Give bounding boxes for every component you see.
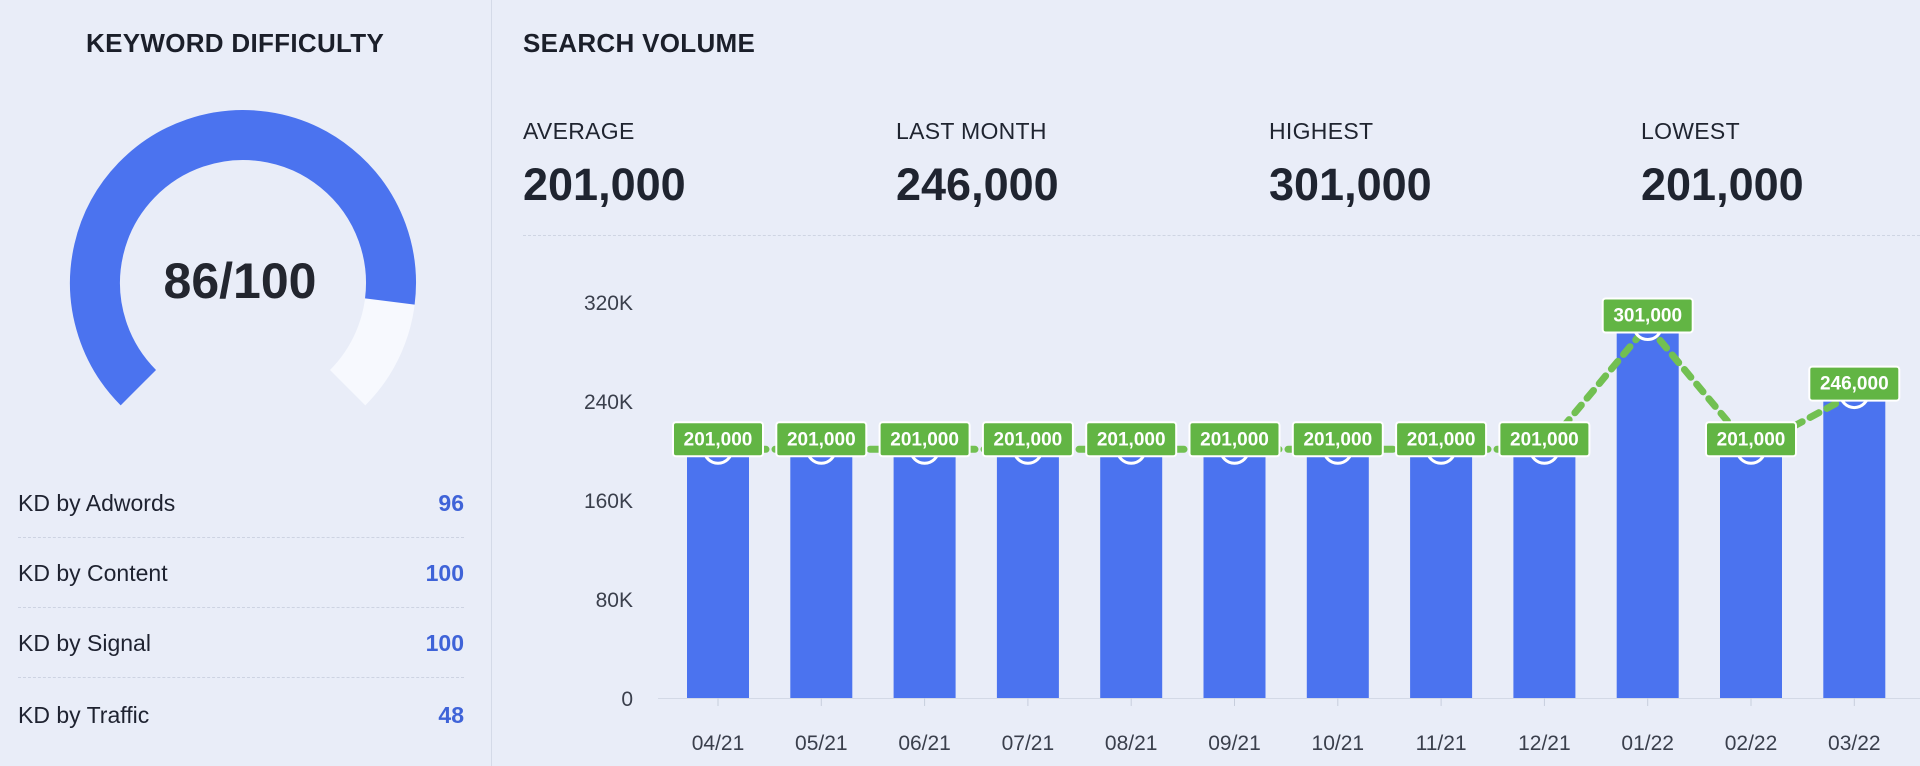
stat-value: 201,000	[523, 159, 686, 210]
bar	[1513, 449, 1576, 698]
value-label: 201,000	[1407, 429, 1476, 450]
value-label: 246,000	[1820, 374, 1889, 395]
y-tick-label: 0	[621, 688, 633, 711]
value-labels: 201,000 201,000 201,000 201,000 201,000 201,0…	[672, 297, 1901, 458]
kd-row-adwords: KD by Adwords 96	[18, 468, 464, 538]
y-tick-label: 320K	[584, 292, 633, 315]
value-label: 301,000	[1613, 306, 1682, 327]
value-label: 201,000	[1303, 429, 1372, 450]
x-tick-label: 03/22	[1828, 732, 1881, 755]
x-tick-label: 08/21	[1105, 732, 1158, 755]
bar	[1823, 393, 1886, 698]
stat-label: LOWEST	[1641, 118, 1740, 144]
value-label-box	[1498, 421, 1591, 458]
value-label-box	[1705, 421, 1797, 458]
value-label-box	[878, 421, 971, 458]
kd-row-label: KD by Traffic	[18, 702, 150, 728]
stat-highest: HIGHEST 301,000	[1269, 118, 1432, 211]
value-label-box	[1395, 421, 1488, 458]
search-volume-panel: SEARCH VOLUME AVERAGE 201,000 LAST MONTH…	[493, 0, 1920, 766]
kd-row-value: 100	[425, 560, 464, 586]
stat-label: LAST MONTH	[896, 118, 1047, 144]
stat-value: 246,000	[896, 159, 1059, 210]
kd-row-label: KD by Content	[18, 560, 168, 586]
kd-row-signal: KD by Signal 100	[18, 608, 464, 678]
x-tick-label: 12/21	[1518, 732, 1571, 755]
value-label: 201,000	[684, 429, 753, 450]
kd-row-value: 100	[425, 630, 464, 656]
x-tick-label: 07/21	[1002, 732, 1055, 755]
bar	[687, 449, 749, 698]
bar	[1100, 449, 1163, 698]
kd-row-value: 48	[438, 702, 464, 728]
value-label-box	[981, 421, 1074, 458]
x-tick-label: 09/21	[1208, 732, 1261, 755]
x-tick-label: 04/21	[692, 732, 745, 755]
stat-value: 201,000	[1641, 159, 1804, 210]
bar	[790, 449, 853, 698]
x-tick-label: 02/22	[1725, 732, 1778, 755]
bar	[1203, 449, 1266, 698]
value-label-box	[775, 421, 868, 458]
value-label-box	[1808, 365, 1901, 402]
kd-row-traffic: KD by Traffic 48	[18, 680, 464, 750]
y-tick-label: 80K	[596, 589, 633, 612]
x-tick-label: 05/21	[795, 732, 848, 755]
stat-label: HIGHEST	[1269, 118, 1374, 144]
value-label: 201,000	[1510, 429, 1579, 450]
value-label-box	[672, 421, 764, 458]
value-label: 201,000	[994, 429, 1063, 450]
kd-row-label: KD by Adwords	[18, 490, 176, 516]
bar	[893, 449, 956, 698]
value-label: 201,000	[1097, 429, 1166, 450]
x-tick-label: 06/21	[898, 732, 951, 755]
x-tick-label: 01/22	[1621, 732, 1674, 755]
kd-row-label: KD by Signal	[18, 630, 151, 656]
value-label-box	[1601, 297, 1694, 334]
value-label: 201,000	[787, 429, 856, 450]
value-label-box	[1291, 421, 1384, 458]
kd-title: KEYWORD DIFFICULTY	[86, 28, 385, 58]
value-label-box	[1188, 421, 1281, 458]
bar	[1616, 325, 1679, 698]
gauge-fill	[70, 110, 416, 406]
kd-row-value: 96	[438, 490, 464, 516]
x-tick-label: 11/21	[1416, 732, 1467, 755]
y-tick-label: 240K	[584, 391, 633, 414]
bar	[1410, 449, 1473, 698]
kd-gauge	[70, 110, 416, 406]
bar	[996, 449, 1059, 698]
value-label: 201,000	[890, 429, 959, 450]
keyword-difficulty-panel: KEYWORD DIFFICULTY 86/100 KD by Adwords …	[0, 0, 492, 766]
value-label-box	[1085, 421, 1178, 458]
stat-last-month: LAST MONTH 246,000	[896, 118, 1059, 211]
value-label: 201,000	[1717, 429, 1786, 450]
stat-label: AVERAGE	[523, 118, 635, 144]
y-axis: 0 80K 160K 240K 320K	[584, 292, 633, 711]
stat-average: AVERAGE 201,000	[523, 118, 686, 211]
bar	[1720, 449, 1782, 698]
stat-value: 301,000	[1269, 159, 1432, 210]
sv-title: SEARCH VOLUME	[523, 28, 756, 58]
x-axis: 04/21 05/21 06/21 07/21 08/21 09/21 10/21 11/21…	[658, 698, 1920, 755]
kd-row-content: KD by Content 100	[18, 538, 464, 608]
stats-divider	[523, 235, 1920, 236]
stat-lowest: LOWEST 201,000	[1641, 118, 1804, 211]
y-tick-label: 160K	[584, 490, 633, 513]
bar	[1306, 449, 1369, 698]
bars	[687, 325, 1886, 698]
value-label: 201,000	[1200, 429, 1269, 450]
x-tick-label: 10/21	[1312, 732, 1365, 755]
kd-score: 86/100	[163, 253, 317, 309]
